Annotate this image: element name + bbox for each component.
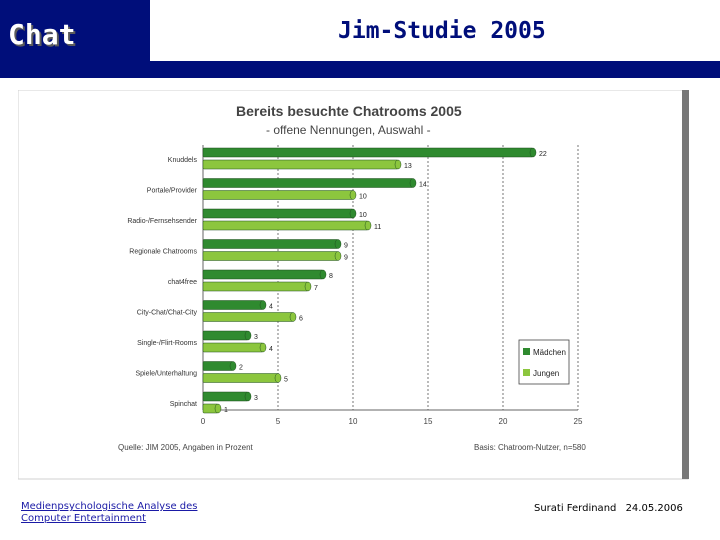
legend-label-madchen: Mädchen — [533, 348, 566, 357]
bar-madchen — [202, 239, 339, 249]
section-title-box: Chat — [0, 0, 150, 78]
bar-cap — [334, 251, 342, 261]
data-label: 13 — [404, 163, 412, 170]
x-tick-label-5: 5 — [276, 417, 281, 426]
chart-title: Bereits besuchte Chatrooms 2005 — [236, 103, 462, 119]
bar-cap — [394, 159, 402, 170]
chart-basis: Basis: Chatroom-Nutzer, n=580 — [474, 443, 586, 452]
category-label: Spinchat — [170, 401, 197, 408]
data-label: 3 — [254, 334, 258, 341]
bar-cap — [349, 190, 357, 200]
data-label: 14 — [419, 182, 427, 189]
data-label: 2 — [239, 365, 243, 372]
data-label: 9 — [344, 255, 348, 262]
bar-jungen — [202, 159, 399, 170]
bar-cap — [409, 178, 417, 188]
data-label: 5 — [284, 377, 288, 384]
legend-box — [518, 339, 570, 385]
footer-course-link[interactable]: Medienpsychologische Analyse des Compute… — [21, 501, 197, 525]
category-label: Spiele/Unterhaltung — [136, 371, 198, 378]
chart-subtitle: - offene Nennungen, Auswahl - — [266, 123, 431, 137]
legend-swatch-jungen — [523, 369, 530, 376]
legend-swatch-madchen — [523, 348, 530, 355]
data-label: 11 — [374, 224, 381, 231]
footer-course-line2: Computer Entertainment — [21, 513, 147, 524]
category-label: Knuddels — [168, 157, 198, 164]
bar-jungen — [202, 190, 354, 200]
x-tick-label-15: 15 — [424, 417, 433, 426]
data-label: 1 — [224, 407, 228, 414]
data-label: 10 — [359, 212, 367, 219]
chart-legend: Mädchen Jungen — [518, 339, 570, 385]
category-label: chat4free — [168, 279, 197, 286]
section-title: Chat — [8, 18, 76, 51]
category-label: Radio-/Fernsehsender — [127, 218, 197, 225]
bar-madchen — [202, 269, 324, 280]
data-label: 8 — [329, 273, 333, 280]
data-label: 7 — [314, 285, 318, 292]
footer-meta: Surati Ferdinand 24.05.2006 — [534, 503, 689, 514]
data-label: 4 — [269, 304, 273, 311]
footer-date: 24.05.2006 — [625, 503, 683, 514]
data-label: 4 — [269, 346, 273, 353]
footer-author: Surati Ferdinand — [534, 503, 617, 514]
data-label: 10 — [359, 194, 367, 201]
category-label: Regionale Chatrooms — [129, 249, 197, 256]
data-label: 6 — [299, 316, 303, 323]
bar-madchen — [202, 208, 354, 219]
bar-madchen — [202, 300, 264, 310]
legend-label-jungen: Jungen — [533, 369, 559, 378]
bar-cap — [334, 239, 342, 249]
bar-cap — [229, 361, 237, 371]
x-tick-label-0: 0 — [201, 417, 206, 426]
bar-madchen — [202, 361, 234, 371]
category-label: Single-/Flirt-Rooms — [137, 340, 197, 347]
bar-cap — [244, 391, 252, 402]
bar-cap — [274, 373, 282, 383]
bar-cap — [364, 220, 372, 231]
x-tick-label-10: 10 — [349, 417, 358, 426]
data-label: 22 — [539, 151, 547, 158]
category-label: Portale/Provider — [147, 188, 198, 195]
bar-cap — [259, 342, 267, 353]
bar-jungen — [202, 251, 339, 261]
bar-cap — [259, 300, 267, 310]
x-tick-label-20: 20 — [499, 417, 508, 426]
bar-cap — [319, 269, 327, 280]
chart-shadow-right — [682, 90, 689, 479]
category-label: City-Chat/Chat-City — [137, 310, 198, 317]
bar-jungen — [202, 281, 309, 292]
bar-cap — [289, 312, 297, 322]
bar-jungen — [202, 312, 294, 322]
chart-panel: Bereits besuchte Chatrooms 2005 - offene… — [17, 89, 690, 480]
bar-jungen — [202, 220, 369, 231]
bar-cap — [349, 208, 357, 219]
bar-cap — [529, 147, 537, 158]
header-rule — [150, 61, 720, 78]
bar-chart: Bereits besuchte Chatrooms 2005 - offene… — [17, 89, 689, 480]
bar-cap — [244, 330, 252, 341]
bar-madchen — [202, 330, 249, 341]
bar-cap — [304, 281, 312, 292]
bar-madchen — [202, 147, 534, 158]
bar-madchen — [202, 178, 414, 188]
chart-source: Quelle: JIM 2005, Angaben in Prozent — [118, 443, 254, 452]
bar-madchen — [202, 391, 249, 402]
footer-course-line1: Medienpsychologische Analyse des — [21, 501, 198, 512]
data-label: 3 — [254, 395, 258, 402]
slide-title: Jim-Studie 2005 — [338, 18, 546, 44]
bar-jungen — [202, 342, 264, 353]
bar-jungen — [202, 373, 279, 383]
x-tick-label-25: 25 — [574, 417, 583, 426]
bar-cap — [214, 403, 222, 414]
data-label: 9 — [344, 243, 348, 250]
